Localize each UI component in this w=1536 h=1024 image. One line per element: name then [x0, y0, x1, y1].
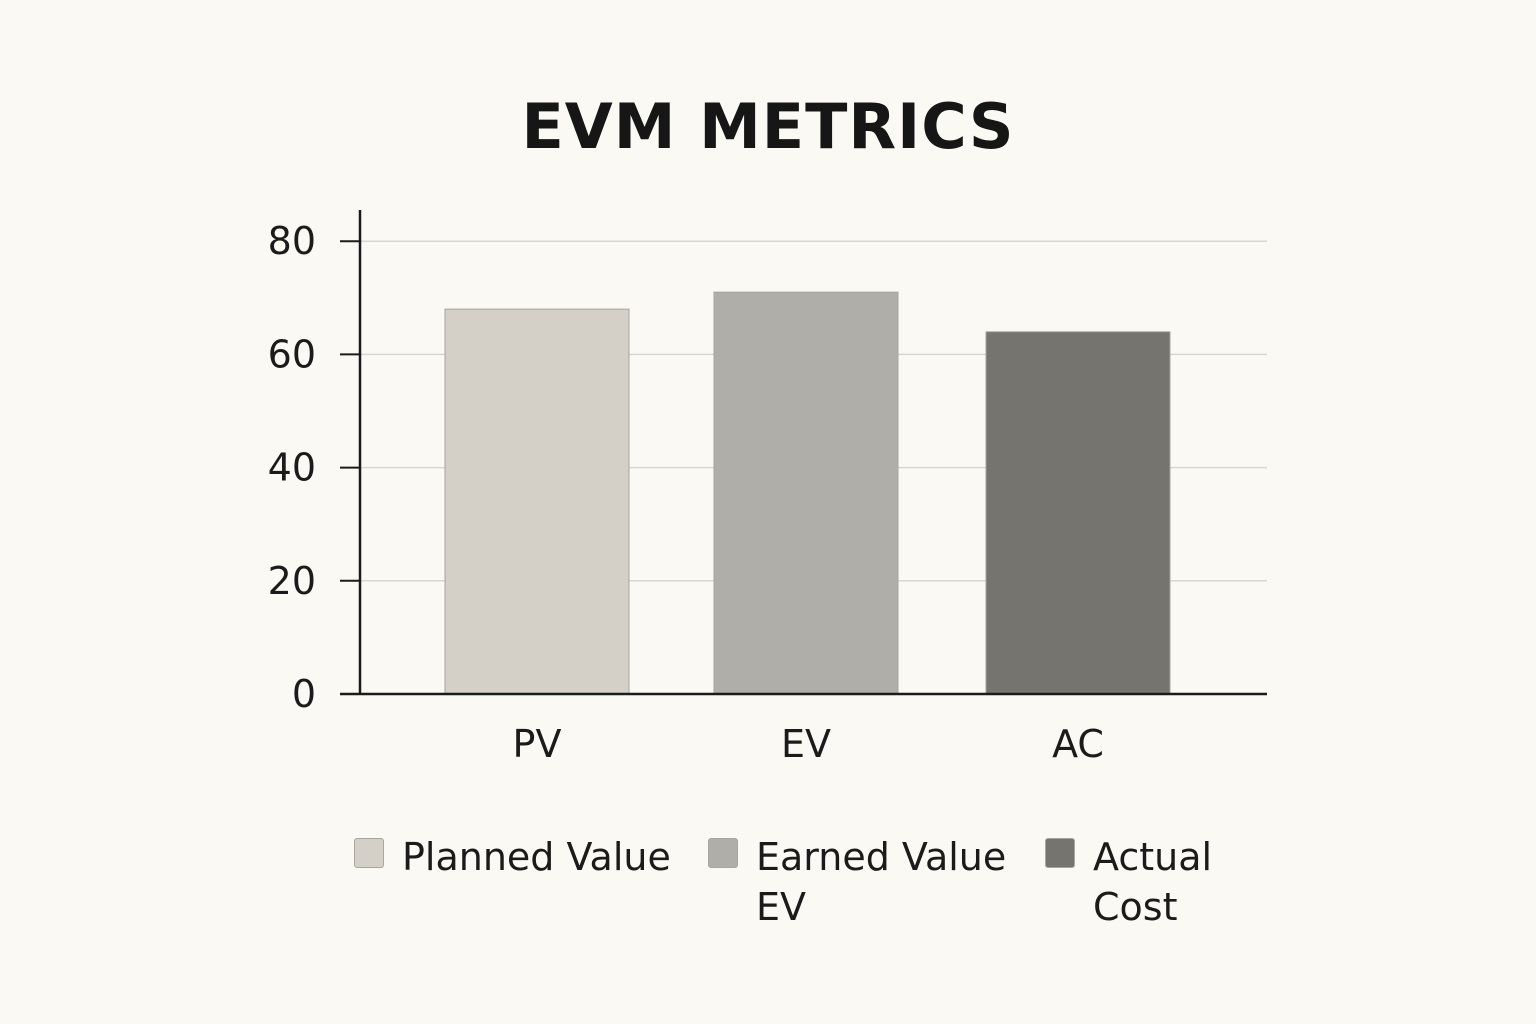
- legend-label-earned-value: Earned Value EV: [756, 835, 1007, 929]
- bars: [444, 291, 1171, 695]
- legend-item-earned-value: Earned Value EV: [708, 832, 1045, 932]
- legend-swatch-planned-value: [354, 838, 384, 868]
- chart-title: EVM METRICS: [521, 90, 1015, 163]
- x-label-pv: PV: [513, 722, 562, 766]
- legend-label-actual-cost: Actual Cost: [1093, 835, 1213, 929]
- legend: Planned Value Earned Value EV Actual Cos…: [354, 832, 1233, 932]
- x-label-ac: AC: [1052, 722, 1104, 766]
- bar-ev: [713, 291, 899, 695]
- bar-ac: [985, 331, 1171, 695]
- legend-swatch-actual-cost: [1045, 838, 1075, 868]
- legend-item-planned-value: Planned Value: [354, 832, 708, 932]
- axes: [340, 210, 1267, 696]
- y-tick-label-40: 40: [268, 446, 316, 490]
- legend-item-actual-cost: Actual Cost: [1045, 832, 1233, 932]
- legend-label-planned-value: Planned Value: [402, 835, 671, 879]
- y-tick-label-60: 60: [268, 332, 316, 376]
- x-category-labels: PV EV AC: [513, 722, 1104, 766]
- y-tick-label-80: 80: [268, 219, 316, 263]
- bar-pv: [444, 308, 630, 695]
- y-tick-label-20: 20: [268, 559, 316, 603]
- y-tick-label-0: 0: [292, 672, 316, 716]
- x-label-ev: EV: [781, 722, 831, 766]
- y-tick-labels: 0 20 40 60 80: [268, 219, 316, 716]
- legend-swatch-earned-value: [708, 838, 738, 868]
